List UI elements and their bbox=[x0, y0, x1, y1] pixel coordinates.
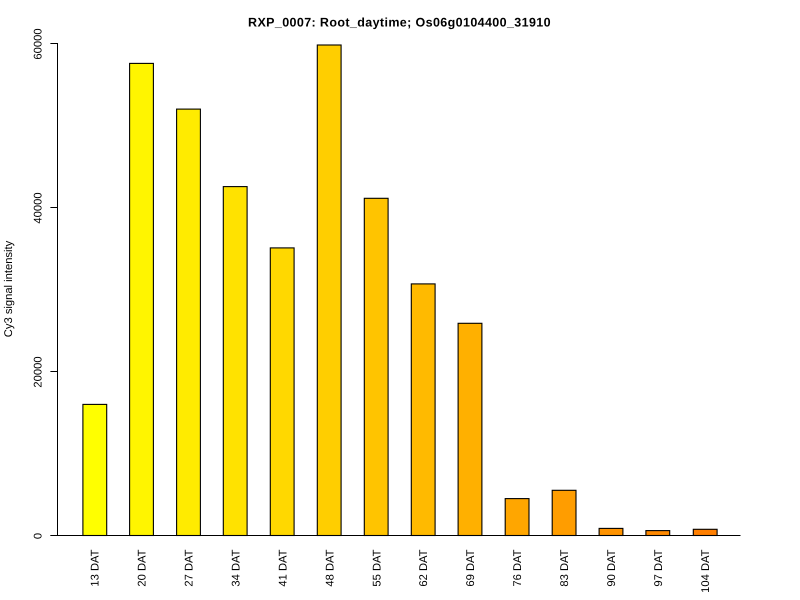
svg-text:90 DAT: 90 DAT bbox=[606, 549, 618, 586]
svg-text:40000: 40000 bbox=[32, 192, 44, 223]
svg-text:20000: 20000 bbox=[32, 356, 44, 387]
svg-text:20 DAT: 20 DAT bbox=[137, 549, 149, 586]
svg-text:13 DAT: 13 DAT bbox=[90, 549, 102, 586]
svg-text:34 DAT: 34 DAT bbox=[230, 549, 242, 586]
svg-text:76 DAT: 76 DAT bbox=[512, 549, 524, 586]
svg-text:41 DAT: 41 DAT bbox=[277, 549, 289, 586]
svg-text:27 DAT: 27 DAT bbox=[184, 549, 196, 586]
svg-text:48 DAT: 48 DAT bbox=[324, 549, 336, 586]
svg-text:69 DAT: 69 DAT bbox=[465, 549, 477, 586]
svg-text:Cy3 signal intensity: Cy3 signal intensity bbox=[3, 240, 15, 337]
svg-text:83 DAT: 83 DAT bbox=[559, 549, 571, 586]
svg-text:104 DAT: 104 DAT bbox=[700, 549, 712, 592]
svg-text:97 DAT: 97 DAT bbox=[653, 549, 665, 586]
svg-text:60000: 60000 bbox=[32, 28, 44, 59]
svg-text:RXP_0007: Root_daytime; Os06g0: RXP_0007: Root_daytime; Os06g0104400_319… bbox=[248, 15, 551, 29]
svg-text:55 DAT: 55 DAT bbox=[371, 549, 383, 586]
svg-text:0: 0 bbox=[32, 533, 44, 539]
svg-text:62 DAT: 62 DAT bbox=[418, 549, 430, 586]
